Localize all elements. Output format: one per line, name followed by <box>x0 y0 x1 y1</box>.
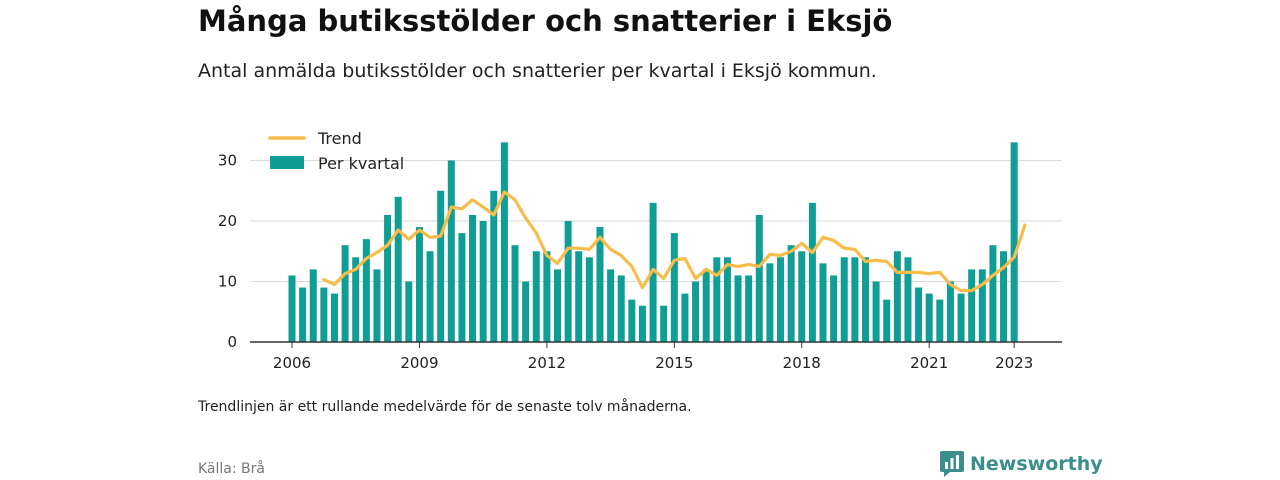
x-tick-label: 2023 <box>995 354 1033 372</box>
y-tick-label: 30 <box>218 152 237 170</box>
bar <box>883 299 891 342</box>
bar <box>638 305 646 342</box>
bar <box>469 214 477 342</box>
bar <box>1000 251 1008 342</box>
bar <box>681 293 689 342</box>
bar <box>893 251 901 342</box>
legend: Trend Per kvartal <box>268 129 404 173</box>
bar <box>373 269 381 342</box>
bar <box>755 214 763 342</box>
bar <box>330 293 338 342</box>
bar <box>585 257 593 342</box>
bar <box>777 257 785 342</box>
bar <box>936 299 944 342</box>
bar <box>320 287 328 342</box>
bar <box>426 251 434 342</box>
x-tick-label: 2015 <box>655 354 693 372</box>
bar <box>787 245 795 342</box>
bar <box>957 293 965 342</box>
bar <box>543 251 551 342</box>
y-tick-label: 0 <box>227 333 237 351</box>
bar <box>766 263 774 342</box>
bar <box>384 214 392 342</box>
x-tick-label: 2009 <box>400 354 438 372</box>
bar <box>554 269 561 342</box>
bar <box>989 245 997 342</box>
brand-name: Newsworthy <box>970 453 1103 475</box>
bar <box>617 275 625 342</box>
bar <box>670 233 678 342</box>
chart-title: Många butiksstölder och snatterier i Eks… <box>198 4 893 38</box>
y-tick-label: 10 <box>218 273 237 291</box>
bar <box>861 257 869 342</box>
y-tick-label: 20 <box>218 212 237 230</box>
x-tick-label: 2018 <box>783 354 821 372</box>
bar <box>596 227 604 342</box>
bar <box>532 251 540 342</box>
bar <box>968 269 976 342</box>
axes: 0 10 20 30 2006 2009 2012 2015 2018 2021 2023 <box>218 152 1062 372</box>
bar <box>798 251 806 342</box>
footnote: Trendlinjen är ett rullande medelvärde f… <box>198 399 692 415</box>
bar <box>713 257 721 342</box>
bar <box>851 257 859 342</box>
bar <box>352 257 360 342</box>
bar <box>723 257 731 342</box>
bar <box>946 281 954 342</box>
bar <box>607 269 615 342</box>
bar <box>660 305 668 342</box>
bar <box>830 275 838 342</box>
chart: 0 10 20 30 2006 2009 2012 2015 2018 2021 2023 Tren… <box>218 129 1062 372</box>
bar <box>978 269 986 342</box>
trend-line <box>322 190 1027 293</box>
bar <box>702 269 710 342</box>
bar <box>734 275 742 342</box>
bar <box>745 275 753 342</box>
bar <box>394 196 402 342</box>
bar <box>692 281 700 342</box>
newsworthy-logo-icon <box>940 451 964 477</box>
bar <box>1010 142 1018 342</box>
bar <box>362 239 370 342</box>
bar <box>405 281 413 342</box>
bar <box>341 245 349 342</box>
bar <box>915 287 923 342</box>
bar <box>925 293 933 342</box>
bar <box>904 257 912 342</box>
bar <box>840 257 848 342</box>
x-tick-label: 2006 <box>273 354 311 372</box>
bar <box>511 245 519 342</box>
bar <box>288 275 296 342</box>
legend-swatch-bars <box>270 156 304 169</box>
bar <box>808 202 816 342</box>
bar <box>490 190 498 342</box>
brand-logo[interactable]: Newsworthy <box>940 451 1103 477</box>
bar <box>447 160 455 342</box>
legend-label-trend: Trend <box>317 129 362 148</box>
x-tick-label: 2021 <box>910 354 948 372</box>
bar <box>564 221 572 342</box>
x-tick-label: 2012 <box>528 354 566 372</box>
chart-subtitle: Antal anmälda butiksstölder och snatteri… <box>198 60 877 82</box>
bar <box>415 227 423 342</box>
bar <box>299 287 307 342</box>
trend-series <box>322 190 1027 293</box>
bar <box>872 281 880 342</box>
bar <box>819 263 827 342</box>
source-credit: Källa: Brå <box>198 461 265 477</box>
bar <box>437 190 445 342</box>
bar <box>628 299 636 342</box>
bar <box>309 269 317 342</box>
bar <box>575 251 583 342</box>
bar <box>500 142 508 342</box>
bar <box>522 281 530 342</box>
bar <box>479 221 487 342</box>
bar-series <box>288 142 1018 342</box>
bar <box>458 233 466 342</box>
legend-label-bars: Per kvartal <box>318 154 404 173</box>
